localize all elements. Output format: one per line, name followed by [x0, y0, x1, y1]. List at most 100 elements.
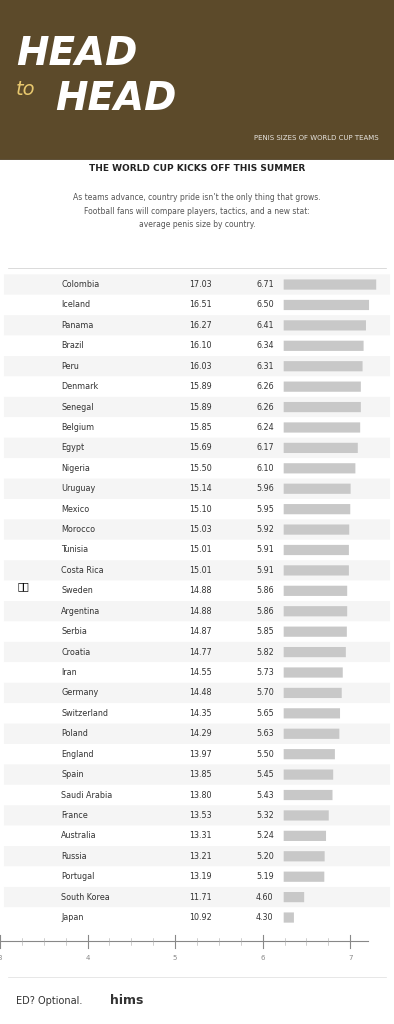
Text: 6.10: 6.10	[256, 464, 273, 473]
Text: 15.14: 15.14	[189, 484, 212, 494]
FancyBboxPatch shape	[284, 606, 347, 616]
FancyBboxPatch shape	[4, 377, 390, 397]
FancyBboxPatch shape	[284, 402, 361, 413]
FancyBboxPatch shape	[284, 688, 342, 698]
Text: 14.88: 14.88	[189, 607, 212, 615]
FancyBboxPatch shape	[4, 560, 390, 581]
Text: 13.31: 13.31	[189, 831, 212, 841]
Text: 13.53: 13.53	[189, 811, 212, 820]
Text: 13.97: 13.97	[189, 750, 212, 759]
Text: 16.27: 16.27	[189, 321, 212, 330]
FancyBboxPatch shape	[284, 647, 346, 657]
Text: 14.55: 14.55	[189, 668, 212, 677]
Text: 13.85: 13.85	[189, 770, 212, 779]
Text: 15.01: 15.01	[189, 546, 212, 554]
Text: 5.95: 5.95	[256, 505, 274, 514]
FancyBboxPatch shape	[284, 442, 358, 453]
FancyBboxPatch shape	[4, 478, 390, 499]
FancyBboxPatch shape	[0, 0, 394, 160]
Text: Morocco: Morocco	[61, 525, 95, 535]
FancyBboxPatch shape	[284, 729, 339, 739]
FancyBboxPatch shape	[284, 769, 333, 779]
Text: 15.01: 15.01	[189, 566, 212, 574]
FancyBboxPatch shape	[4, 866, 390, 887]
Text: 6.26: 6.26	[256, 382, 274, 391]
FancyBboxPatch shape	[4, 356, 390, 377]
Text: Croatia: Croatia	[61, 647, 90, 656]
FancyBboxPatch shape	[4, 417, 390, 437]
Text: 14.48: 14.48	[189, 688, 212, 697]
Text: 6.41: 6.41	[256, 321, 273, 330]
FancyBboxPatch shape	[4, 907, 390, 928]
Text: 5.96: 5.96	[256, 484, 274, 494]
FancyBboxPatch shape	[284, 586, 347, 596]
Text: Tunisia: Tunisia	[61, 546, 88, 554]
Text: 6.50: 6.50	[256, 300, 274, 309]
Text: 5.24: 5.24	[256, 831, 274, 841]
Text: HEAD: HEAD	[55, 80, 177, 118]
Text: Russia: Russia	[61, 852, 87, 861]
FancyBboxPatch shape	[4, 642, 390, 663]
FancyBboxPatch shape	[4, 887, 390, 907]
FancyBboxPatch shape	[4, 315, 390, 336]
FancyBboxPatch shape	[284, 892, 304, 902]
Text: PENIS SIZES OF WORLD CUP TEAMS: PENIS SIZES OF WORLD CUP TEAMS	[254, 134, 378, 140]
Text: Saudi Arabia: Saudi Arabia	[61, 791, 112, 800]
Text: 5.50: 5.50	[256, 750, 274, 759]
Text: Portugal: Portugal	[61, 872, 95, 882]
Text: Australia: Australia	[61, 831, 97, 841]
Text: 5.45: 5.45	[256, 770, 274, 779]
FancyBboxPatch shape	[284, 463, 355, 473]
Text: 13.21: 13.21	[189, 852, 212, 861]
Text: France: France	[61, 811, 88, 820]
Text: 5.43: 5.43	[256, 791, 274, 800]
Text: 10.92: 10.92	[189, 913, 212, 922]
FancyBboxPatch shape	[4, 825, 390, 846]
Text: 5: 5	[173, 954, 177, 961]
FancyBboxPatch shape	[284, 709, 340, 719]
FancyBboxPatch shape	[284, 830, 326, 841]
FancyBboxPatch shape	[284, 627, 347, 637]
Text: Argentina: Argentina	[61, 607, 100, 615]
Text: 5.20: 5.20	[256, 852, 274, 861]
Text: 14.77: 14.77	[189, 647, 212, 656]
Text: Peru: Peru	[61, 361, 79, 371]
Text: 15.03: 15.03	[189, 525, 212, 535]
FancyBboxPatch shape	[284, 668, 343, 678]
Text: Spain: Spain	[61, 770, 84, 779]
FancyBboxPatch shape	[4, 601, 390, 622]
Text: 7: 7	[348, 954, 353, 961]
Text: 5.73: 5.73	[256, 668, 274, 677]
FancyBboxPatch shape	[4, 846, 390, 866]
FancyBboxPatch shape	[284, 321, 366, 331]
FancyBboxPatch shape	[284, 300, 369, 310]
Text: 5.86: 5.86	[256, 607, 274, 615]
Text: As teams advance, country pride isn’t the only thing that grows.
Football fans w: As teams advance, country pride isn’t th…	[73, 194, 321, 228]
FancyBboxPatch shape	[284, 524, 349, 535]
FancyBboxPatch shape	[284, 483, 351, 494]
FancyBboxPatch shape	[284, 790, 333, 800]
Text: 15.89: 15.89	[189, 382, 212, 391]
FancyBboxPatch shape	[4, 581, 390, 601]
Text: 6.71: 6.71	[256, 280, 274, 289]
Text: 5.92: 5.92	[256, 525, 274, 535]
Text: 5.63: 5.63	[256, 729, 274, 738]
Text: 14.88: 14.88	[189, 587, 212, 595]
Text: 15.89: 15.89	[189, 402, 212, 412]
Text: 5.82: 5.82	[256, 647, 274, 656]
FancyBboxPatch shape	[0, 0, 394, 160]
Text: 14.87: 14.87	[189, 627, 212, 636]
Text: Germany: Germany	[61, 688, 98, 697]
Text: 5.19: 5.19	[256, 872, 274, 882]
Text: Iran: Iran	[61, 668, 77, 677]
Text: THE WORLD CUP KICKS OFF THIS SUMMER: THE WORLD CUP KICKS OFF THIS SUMMER	[89, 164, 305, 173]
FancyBboxPatch shape	[284, 851, 325, 861]
Text: Uruguay: Uruguay	[61, 484, 95, 494]
Text: Iceland: Iceland	[61, 300, 90, 309]
Text: to: to	[16, 80, 35, 99]
Text: HEAD: HEAD	[16, 35, 137, 73]
Text: Sweden: Sweden	[61, 587, 93, 595]
FancyBboxPatch shape	[4, 519, 390, 540]
FancyBboxPatch shape	[284, 382, 361, 392]
Text: 13.80: 13.80	[189, 791, 212, 800]
